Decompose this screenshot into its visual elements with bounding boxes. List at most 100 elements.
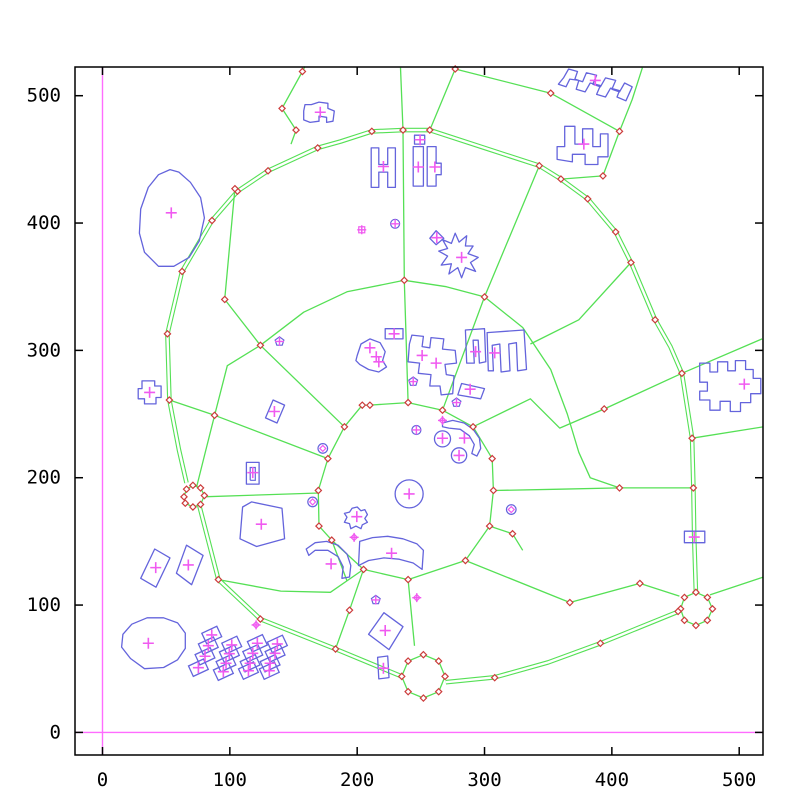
building-small-rect-s [376,655,390,680]
point-symbols [251,218,517,630]
building-diamond-building [429,230,445,246]
centroid-marker [390,219,400,229]
diamond-symbol-icon [318,444,327,453]
junction-node [691,588,700,597]
centroid-marker [220,657,232,669]
building-north-church [303,101,335,124]
y-tick-label: 300 [27,339,61,361]
centroid-marker [386,547,398,559]
junction-node [691,621,700,630]
centroid-marker [738,378,750,390]
junction-node [635,579,644,588]
centroid-marker [144,386,156,398]
centroid-marker [269,647,281,659]
centroid-marker [357,225,367,235]
centroid-marker [150,562,162,574]
x-tick-label: 200 [340,769,374,791]
building-complex-mid [407,334,458,396]
road [399,67,409,403]
junction-node [359,565,368,574]
junction-node [400,276,409,285]
centroid-marker [430,357,442,369]
centroid-marker [244,657,256,669]
building-big-curve [357,535,425,571]
centroid-marker [349,532,359,542]
junction-node [404,575,413,584]
divided-road-median [538,164,698,593]
building-church-cluster [355,338,388,373]
junction-node [315,522,323,531]
junction-node [180,492,188,501]
junction-node [200,491,209,500]
centroid-marker [217,666,229,678]
divided-road-median [445,610,679,684]
centroid-marker [202,640,214,652]
junction-node [327,536,336,545]
junction-node [367,127,376,136]
junction-node [181,499,190,508]
centroid-marker [251,637,263,649]
centroid-marker [436,432,448,444]
junction-node [358,401,367,410]
centroid-marker [165,207,177,219]
junction-node [425,126,434,135]
building-sw-blob [120,617,186,670]
circle-symbol-icon [317,443,329,454]
junction-node [434,687,443,696]
junction-node [256,615,265,624]
junction-node [489,486,498,495]
centroid-marker [412,593,422,603]
junction-node [627,258,635,267]
road [493,487,694,492]
centroid-marker [247,647,259,659]
centroid-marker [182,559,194,571]
junction-node [651,315,660,324]
junction-node [546,89,555,98]
junction-node [441,672,449,681]
road [472,338,763,429]
junction-node [490,673,499,682]
building-house [239,653,261,673]
junction-node [314,486,323,495]
centroid-marker [589,74,601,86]
junction-node [345,606,354,615]
road [196,279,620,489]
centroid-marker [275,336,285,346]
centroid-marker [142,637,154,649]
junction-node [615,127,624,136]
junction-node [196,483,205,492]
centroid-marker [408,377,418,387]
building-circle-a [433,430,452,448]
y-tick-label: 0 [50,721,61,743]
building-courtyard-rect-inner [249,466,256,481]
junction-node [583,194,592,203]
x-tick-label: 500 [722,769,756,791]
junction-node [674,607,683,616]
building-circle-b [450,447,468,464]
junction-node [689,483,698,492]
divided-road-median [181,128,540,273]
junction-node [264,166,272,175]
junction-node [404,657,413,666]
building-center-circle [394,479,424,509]
centroid-marker [429,161,441,173]
centroid-marker [263,665,275,677]
building-rotated-square [367,612,404,651]
centroid-marker [206,629,218,641]
junction-node [461,556,470,565]
junction-node [556,175,565,184]
centroid-marker [431,232,443,244]
junction-node [278,104,286,113]
junction-node [404,687,413,696]
junction-node [292,126,301,135]
junction-node [480,292,489,301]
road [203,492,320,498]
building-cross-building [137,380,162,405]
x-tick-label: 300 [467,769,501,791]
centroid-marker [377,161,389,173]
centroid-marker [268,406,280,418]
centroid-marker [370,351,382,363]
building-small-square-n [413,134,426,145]
